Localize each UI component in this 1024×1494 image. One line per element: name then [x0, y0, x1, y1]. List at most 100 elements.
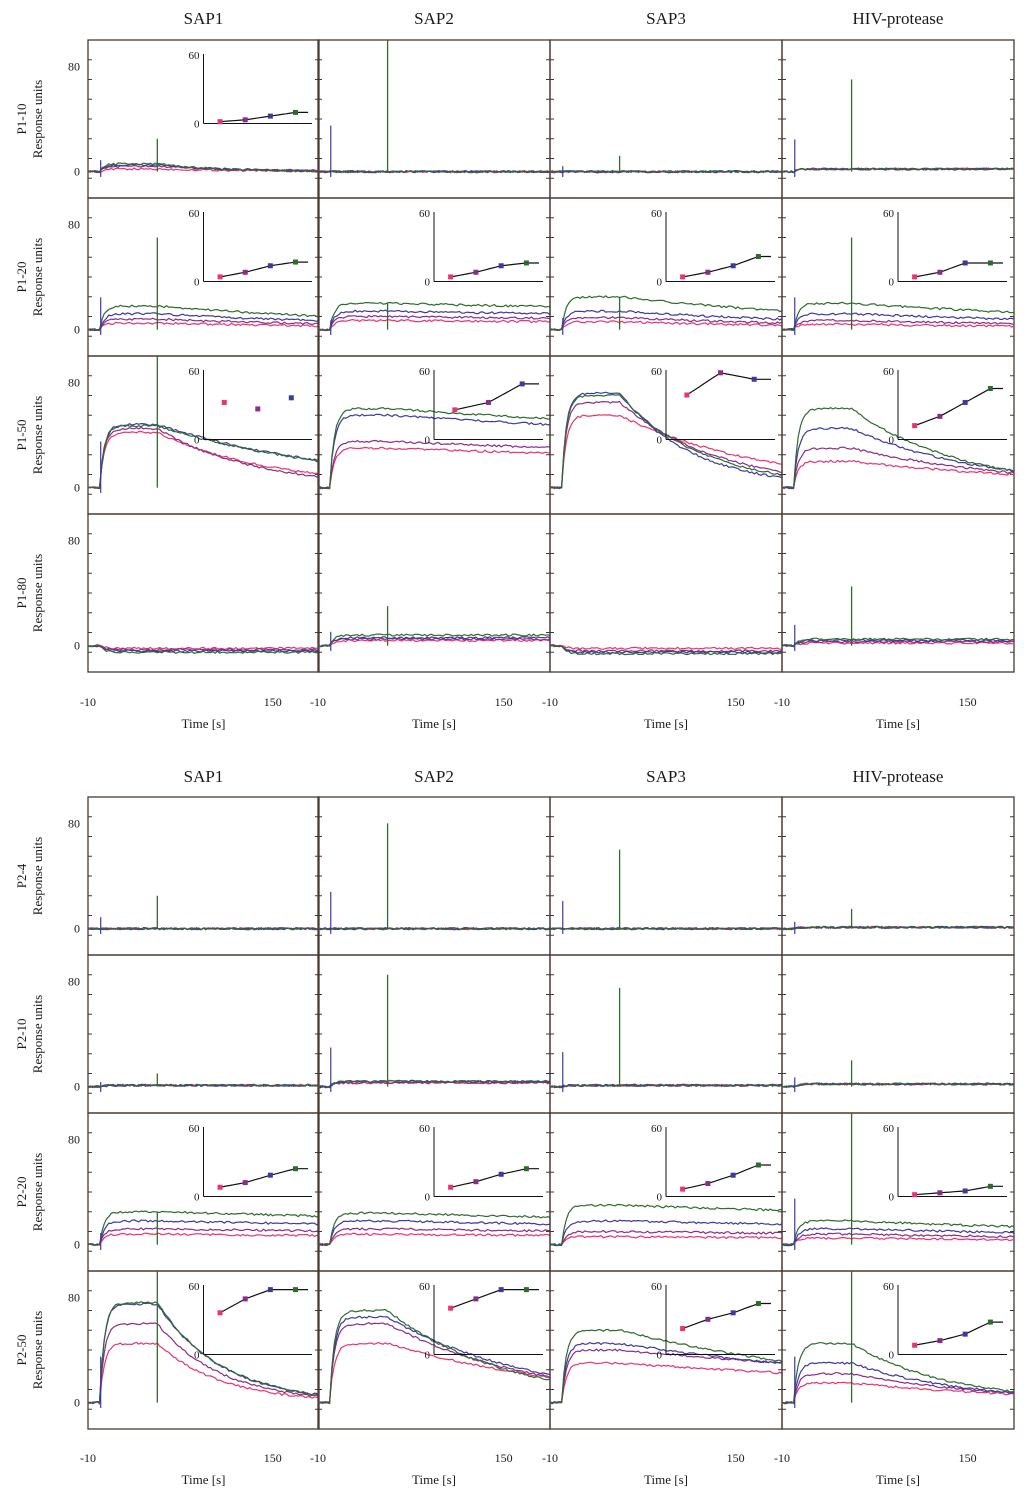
subplot-frame [549, 954, 783, 1114]
inset-data-point [751, 376, 757, 382]
inset-data-point [937, 1190, 943, 1196]
inset-y-tick-label: 60 [189, 208, 201, 220]
subplot: 60 0 [317, 1270, 551, 1430]
inset-data-point [292, 1166, 298, 1172]
inset-plot: 60 0 [651, 1281, 776, 1362]
subplot [87, 513, 320, 673]
inset-data-point [730, 1310, 736, 1316]
inset-data-point [912, 1342, 918, 1348]
row-label: P2-4 [14, 863, 29, 888]
x-tick-label: -10 [310, 1451, 326, 1465]
sensorgram-trace-1 [317, 318, 551, 332]
inset-y-tick-label: 0 [425, 435, 431, 447]
inset-data-point [705, 1181, 711, 1187]
sensorgram-trace-3 [781, 1082, 1015, 1088]
inset-fit-curve [682, 255, 771, 278]
inset-y-tick-label: 60 [651, 366, 663, 378]
sensorgram-trace-4 [317, 1079, 551, 1089]
inset-data-point [486, 399, 492, 405]
inset-y-tick-label: 0 [889, 277, 895, 289]
y-axis-title: Response units [30, 1153, 45, 1231]
row-label: P2-10 [14, 1018, 29, 1049]
inset-plot: 60 0 [883, 208, 1008, 289]
x-tick-label: -10 [542, 1451, 558, 1465]
inset-data-point [452, 407, 458, 413]
sensorgram-trace-1 [549, 320, 783, 331]
inset-y-tick-label: 60 [419, 208, 431, 220]
column-title: SAP2 [414, 9, 454, 28]
inset-data-point [267, 1287, 273, 1293]
subplot [87, 954, 320, 1114]
x-tick-label: 150 [959, 1451, 977, 1465]
sensorgram-trace-4 [781, 167, 1015, 174]
sensorgram-trace-4 [87, 162, 320, 174]
y-tick-label: 0 [74, 165, 80, 179]
sensorgram-trace-4 [781, 301, 1015, 332]
subplot-frame [781, 954, 1015, 1114]
subplot: 60 0 [549, 197, 783, 357]
sensorgram-trace-2 [317, 637, 551, 648]
sensorgram-trace-2 [87, 1227, 320, 1246]
sensorgram-trace-4 [549, 1203, 783, 1247]
inset-plot: 60 0 [883, 366, 1008, 447]
inset-data-point [498, 1171, 504, 1177]
sensorgram-trace-4 [317, 1211, 551, 1246]
x-tick-label: 150 [959, 695, 977, 709]
inset-data-point [680, 1186, 686, 1192]
sensorgram-trace-2 [550, 316, 783, 331]
sensorgram-trace-4 [317, 301, 551, 332]
sensorgram-trace-4 [87, 1083, 320, 1089]
inset-data-point [962, 399, 968, 405]
inset-fit-curve [454, 383, 539, 411]
sensorgram-trace-2 [87, 426, 320, 489]
inset-data-point [292, 109, 298, 115]
inset-fit-curve [682, 1164, 771, 1190]
row-label-group: P2-10 Response units [14, 995, 45, 1073]
sensorgram-trace-4 [317, 926, 551, 931]
inset-plot: 60 0 [651, 1123, 776, 1204]
subplot: 60 0 [317, 197, 551, 357]
inset-y-tick-label: 0 [657, 435, 663, 447]
subplot: 60 0 [549, 1270, 783, 1430]
x-tick-label: 150 [264, 1451, 282, 1465]
inset-y-tick-label: 0 [889, 1192, 895, 1204]
x-tick-label: 150 [727, 695, 745, 709]
sensorgram-trace-1 [781, 1381, 1015, 1404]
sensorgram-trace-4 [317, 633, 551, 648]
subplot-frame [549, 796, 783, 956]
subplot [781, 513, 1015, 673]
subplot: 60 0 [87, 1112, 320, 1272]
sensorgram-trace-4 [87, 645, 320, 655]
inset-y-tick-label: 60 [651, 208, 663, 220]
sensorgram-trace-3 [87, 312, 320, 332]
inset-y-tick-label: 0 [194, 1350, 200, 1362]
subplot: 60 0 [87, 197, 320, 357]
subplot: 60 0 [781, 1270, 1015, 1430]
inset-fit-curve [682, 1302, 771, 1330]
inset-plot: 60 0 [419, 1281, 544, 1362]
inset-y-tick-label: 60 [419, 1281, 431, 1293]
sensorgram-trace-4 [317, 169, 551, 174]
inset-data-point [937, 1338, 943, 1344]
sensorgram-trace-3 [549, 644, 783, 655]
y-tick-label: 0 [74, 922, 80, 936]
inset-data-point [755, 253, 761, 259]
inset-fit-curve [450, 1168, 539, 1188]
inset-plot: 60 0 [189, 366, 313, 447]
x-axis-title: Time [s] [412, 1472, 456, 1487]
subplot [781, 796, 1015, 956]
sensorgram-trace-1 [87, 430, 320, 490]
inset-data-point [730, 1172, 736, 1178]
inset-data-point [987, 1183, 993, 1189]
sensorgram-trace-4 [549, 169, 783, 174]
inset-data-point [448, 1305, 454, 1311]
x-tick-label: 150 [727, 1451, 745, 1465]
inset-data-point [288, 395, 294, 401]
inset-data-point [242, 269, 248, 275]
inset-data-point [473, 269, 479, 275]
inset-data-point [448, 274, 454, 280]
inset-data-point [267, 113, 273, 119]
inset-y-tick-label: 0 [194, 277, 200, 289]
